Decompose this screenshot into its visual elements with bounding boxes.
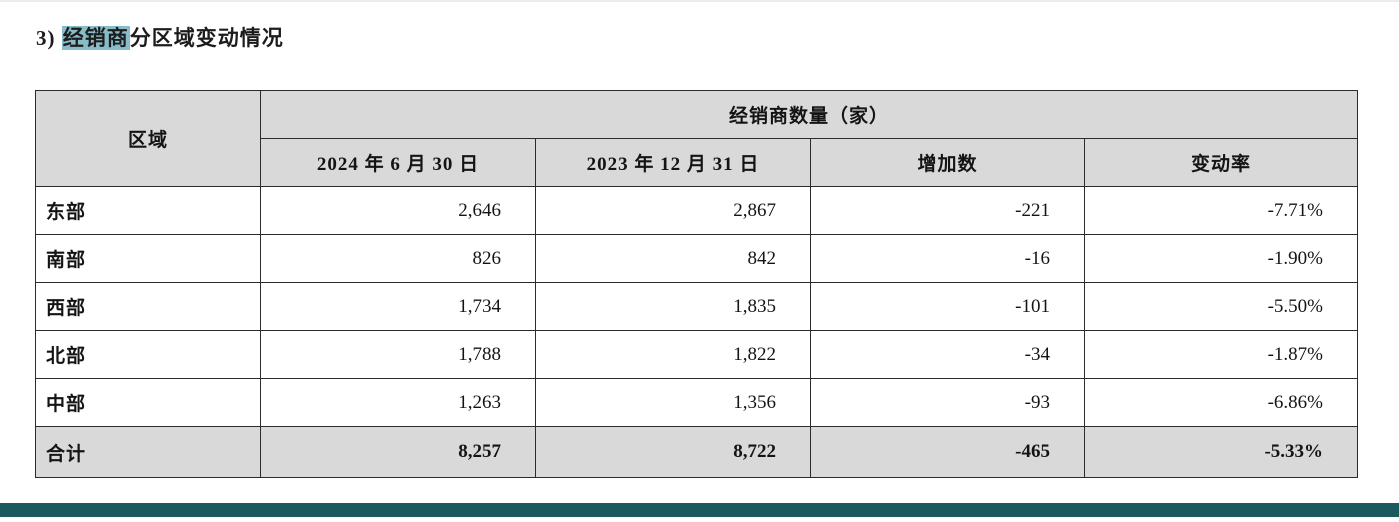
value-cell: 2,646	[260, 186, 536, 235]
value-cell: -6.86%	[1083, 378, 1359, 427]
total-region-cell: 合计	[35, 426, 261, 478]
value-cell: -1.87%	[1083, 330, 1359, 379]
region-cell: 南部	[35, 234, 261, 283]
value-cell: 826	[260, 234, 536, 283]
table-row: 东部 2,646 2,867 -221 -7.71%	[35, 186, 1359, 235]
value-cell: 1,788	[260, 330, 536, 379]
value-cell: -5.50%	[1083, 282, 1359, 331]
value-cell: -101	[810, 282, 1085, 331]
region-column-header: 区域	[35, 90, 261, 187]
column-header-change-rate: 变动率	[1083, 138, 1359, 187]
value-cell: -34	[810, 330, 1085, 379]
region-cell: 东部	[35, 186, 261, 235]
section-title-suffix: 分区域变动情况	[129, 26, 284, 50]
highlighted-term: 经销商	[61, 26, 130, 50]
value-cell: 1,822	[535, 330, 811, 379]
table-row: 南部 826 842 -16 -1.90%	[35, 234, 1359, 283]
bottom-accent-bar	[0, 503, 1399, 517]
total-value-cell: 8,257	[260, 426, 536, 478]
value-cell: 1,263	[260, 378, 536, 427]
table-row: 中部 1,263 1,356 -93 -6.86%	[35, 378, 1359, 427]
table-row: 北部 1,788 1,822 -34 -1.87%	[35, 330, 1359, 379]
section-title-prefix: 3)	[36, 26, 62, 50]
value-cell: -16	[810, 234, 1085, 283]
column-header-increase: 增加数	[810, 138, 1085, 187]
table-header-group-row: 区域 经销商数量（家）	[35, 90, 1359, 187]
total-value-cell: -465	[810, 426, 1085, 478]
region-cell: 中部	[35, 378, 261, 427]
value-cell: -221	[810, 186, 1085, 235]
total-value-cell: -5.33%	[1083, 426, 1359, 478]
column-header-2023: 2023 年 12 月 31 日	[535, 138, 811, 187]
table-row: 西部 1,734 1,835 -101 -5.50%	[35, 282, 1359, 331]
value-cell: 2,867	[535, 186, 811, 235]
value-cell: 842	[535, 234, 811, 283]
value-cell: 1,835	[535, 282, 811, 331]
column-header-2024: 2024 年 6 月 30 日	[260, 138, 536, 187]
total-value-cell: 8,722	[535, 426, 811, 478]
region-cell: 西部	[35, 282, 261, 331]
table-total-row: 合计 8,257 8,722 -465 -5.33%	[35, 426, 1359, 478]
value-cell: 1,356	[535, 378, 811, 427]
value-cell: 1,734	[260, 282, 536, 331]
section-title: 3) 经销商分区域变动情况	[36, 22, 284, 52]
region-cell: 北部	[35, 330, 261, 379]
table-header-sub-row: 2024 年 6 月 30 日 2023 年 12 月 31 日 增加数 变动率	[36, 138, 1359, 187]
value-cell: -1.90%	[1083, 234, 1359, 283]
dealer-region-table: 区域 经销商数量（家） 2024 年 6 月 30 日 2023 年 12 月 …	[35, 90, 1359, 478]
value-cell: -7.71%	[1083, 186, 1359, 235]
value-cell: -93	[810, 378, 1085, 427]
group-column-header: 经销商数量（家）	[259, 90, 1359, 139]
